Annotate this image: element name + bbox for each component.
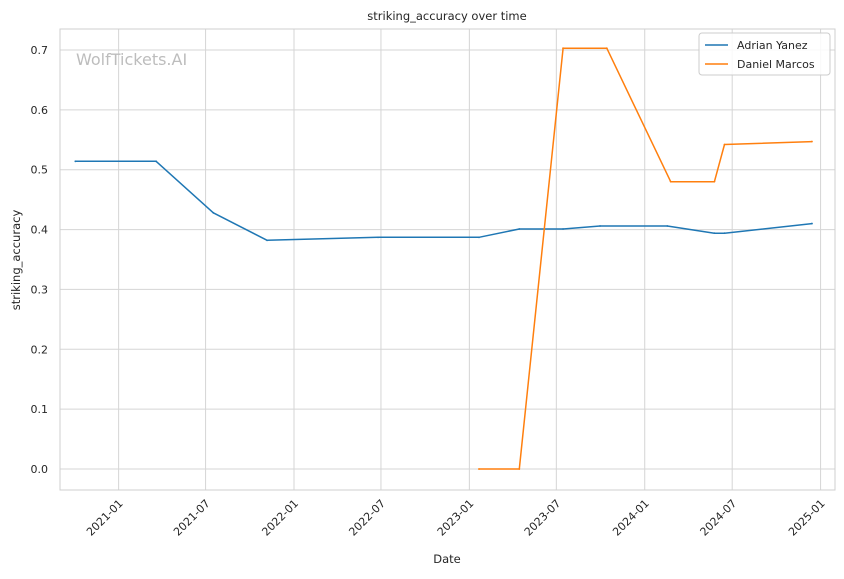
legend: Adrian Yanez Daniel Marcos [698, 32, 831, 76]
x-axis-label: Date [433, 552, 461, 566]
x-tick-labels: 2021-01 2021-07 2022-01 2022-07 2023-01 2023-… [84, 497, 828, 539]
data-point-adrian-yanez [599, 225, 601, 227]
chart-title: striking_accuracy over time [367, 9, 526, 23]
y-axis-label: striking_accuracy [9, 210, 23, 311]
x-tick-label: 2021-01 [84, 497, 126, 539]
x-tick-label: 2023-01 [435, 497, 477, 539]
legend-label-adrian-yanez: Adrian Yanez [737, 39, 808, 52]
x-tick-label: 2022-07 [346, 497, 388, 539]
data-point-daniel-marcos [478, 468, 480, 470]
data-point-daniel-marcos [518, 468, 521, 470]
legend-label-daniel-marcos: Daniel Marcos [737, 58, 815, 71]
x-tick-label: 2024-01 [610, 497, 652, 539]
y-tick-label: 0.5 [31, 164, 49, 177]
plot-frame [59, 28, 836, 491]
data-point-adrian-yanez [478, 236, 480, 239]
data-point-daniel-marcos [713, 180, 716, 183]
data-point-adrian-yanez [518, 228, 521, 230]
legend-box [698, 32, 831, 76]
data-point-adrian-yanez [377, 236, 379, 239]
x-tick-label: 2023-07 [522, 497, 564, 539]
y-tick-label: 0.1 [31, 403, 49, 416]
x-tick-label: 2021-07 [171, 497, 213, 539]
y-tick-label: 0.0 [31, 463, 49, 476]
y-tick-label: 0.6 [31, 104, 49, 117]
data-point-adrian-yanez [666, 225, 669, 227]
data-point-daniel-marcos [723, 143, 726, 146]
y-tick-label: 0.3 [31, 283, 49, 296]
watermark-text: WolfTickets.AI [76, 50, 187, 69]
x-tick-label: 2022-01 [259, 497, 301, 539]
y-tick-label: 0.2 [31, 343, 49, 356]
y-tick-label: 0.4 [31, 224, 49, 237]
x-tick-label: 2024-07 [698, 497, 740, 539]
y-tick-label: 0.7 [31, 44, 49, 57]
data-point-daniel-marcos [562, 47, 564, 50]
grid-layer [60, 29, 835, 490]
data-point-adrian-yanez [74, 160, 77, 163]
x-tick-label: 2025-01 [786, 497, 828, 539]
data-point-adrian-yanez [212, 211, 215, 214]
data-point-adrian-yanez [713, 232, 716, 235]
data-point-daniel-marcos [811, 140, 813, 143]
data-point-adrian-yanez [266, 239, 268, 242]
data-point-daniel-marcos [605, 47, 608, 50]
series-layer [74, 47, 813, 470]
data-point-adrian-yanez [155, 160, 157, 163]
series-line-adrian-yanez [74, 160, 813, 242]
y-tick-labels: 0.0 0.1 0.2 0.3 0.4 0.5 0.6 0.7 [31, 44, 49, 476]
data-point-adrian-yanez [811, 222, 813, 225]
data-point-adrian-yanez [562, 228, 564, 230]
data-point-adrian-yanez [723, 232, 726, 235]
series-line-daniel-marcos [478, 47, 813, 470]
data-point-daniel-marcos [669, 180, 672, 183]
